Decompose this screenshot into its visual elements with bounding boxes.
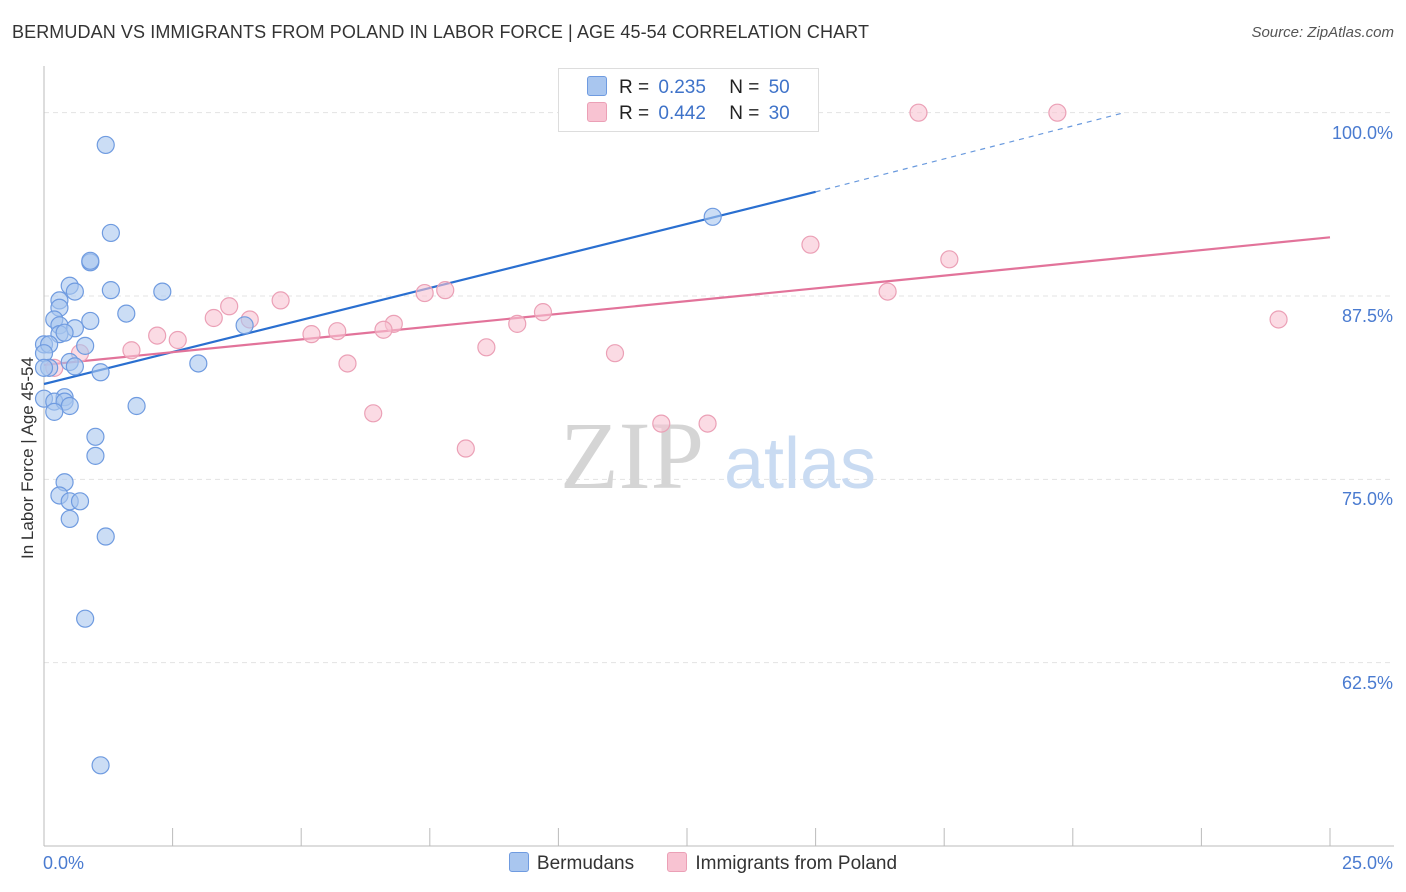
series-bermudans <box>34 135 722 775</box>
axes <box>43 66 1394 847</box>
y-tick-label: 62.5% <box>1341 672 1393 693</box>
trend-lines <box>43 112 1331 386</box>
legend-n-value: 30 <box>768 103 790 124</box>
data-point-bermudans <box>81 311 100 331</box>
data-point-poland <box>940 250 959 269</box>
data-point-poland <box>698 414 717 433</box>
series-legend: Bermudans Immigrants from Poland <box>0 852 1406 875</box>
data-point-poland <box>533 303 553 322</box>
data-point-poland <box>122 341 141 360</box>
data-point-poland <box>328 322 347 341</box>
data-point-bermudans <box>81 251 100 270</box>
data-point-poland <box>1048 103 1067 122</box>
data-point-poland <box>364 404 383 423</box>
data-point-bermudans <box>117 304 136 323</box>
legend-n-value: 50 <box>768 77 790 98</box>
data-point-poland <box>374 320 393 339</box>
data-point-poland <box>605 344 625 363</box>
chart-title: BERMUDAN VS IMMIGRANTS FROM POLAND IN LA… <box>12 22 870 42</box>
legend-n-label: N = <box>729 77 760 98</box>
y-tick-label: 75.0% <box>1341 489 1393 510</box>
legend-row-poland: R = 0.442 N = 30 <box>587 102 790 126</box>
x-tick-max: 25.0% <box>1341 853 1393 873</box>
data-point-bermudans <box>189 354 208 373</box>
watermark: ZIP atlas <box>560 402 876 509</box>
data-point-poland <box>168 330 187 350</box>
watermark-atlas: atlas <box>724 424 876 504</box>
legend-row-bermudans: R = 0.235 N = 50 <box>587 76 790 100</box>
source-label: Source: ZipAtlas.com <box>1251 24 1394 41</box>
data-point-poland <box>456 439 475 458</box>
data-point-bermudans <box>703 207 722 226</box>
legend-r-value: 0.442 <box>658 103 706 124</box>
data-point-bermudans <box>60 396 79 416</box>
data-point-bermudans <box>34 358 54 377</box>
data-point-bermudans <box>91 363 110 382</box>
y-axis-label: In Labor Force | Age 45-54 <box>18 357 37 559</box>
data-point-poland <box>271 291 290 310</box>
legend-item-poland: Immigrants from Poland <box>667 852 897 875</box>
data-point-poland <box>878 282 897 301</box>
legend-r-value: 0.235 <box>658 77 706 98</box>
y-tick-label: 87.5% <box>1341 306 1393 326</box>
data-point-bermudans <box>45 402 64 421</box>
data-point-poland <box>148 326 167 345</box>
trend-line-poland <box>43 236 1331 367</box>
data-point-bermudans <box>101 281 120 300</box>
legend-swatch-pink <box>587 102 607 122</box>
data-point-poland <box>415 283 434 303</box>
data-point-bermudans <box>65 282 84 301</box>
legend-item-bermudans: Bermudans <box>508 852 635 875</box>
data-point-bermudans <box>235 316 254 335</box>
data-point-poland <box>652 414 671 433</box>
data-point-bermudans <box>127 396 146 416</box>
data-point-bermudans <box>86 427 105 446</box>
data-point-poland <box>204 308 223 328</box>
legend-swatch-pink <box>667 852 688 872</box>
data-point-bermudans <box>86 446 105 465</box>
legend-r-label: R = <box>619 77 650 98</box>
data-point-poland <box>909 103 928 122</box>
y-tick-label: 100.0% <box>1331 122 1393 143</box>
legend-label-poland: Immigrants from Poland <box>695 853 898 874</box>
legend-r-label: R = <box>619 103 650 124</box>
data-point-poland <box>1269 310 1288 329</box>
data-point-poland <box>302 325 321 344</box>
data-point-bermudans <box>91 756 110 775</box>
data-point-bermudans <box>55 323 74 342</box>
data-point-bermudans <box>65 357 84 376</box>
legend-swatch-blue <box>587 76 607 96</box>
data-point-poland <box>338 354 357 373</box>
legend-label-bermudans: Bermudans <box>536 853 635 874</box>
legend-n-label: N = <box>729 103 760 124</box>
data-point-bermudans <box>153 282 172 301</box>
data-point-bermudans <box>76 336 95 355</box>
legend-stats: R = 0.235 N = 50 R = 0.442 N = 30 <box>558 68 819 132</box>
watermark-zip: ZIP <box>560 402 704 509</box>
data-point-poland <box>220 297 239 316</box>
data-point-poland <box>508 314 527 333</box>
grid-lines <box>44 112 1390 664</box>
data-point-bermudans <box>76 609 95 628</box>
data-point-bermudans <box>96 527 115 546</box>
data-point-bermudans <box>60 509 79 529</box>
data-point-poland <box>436 281 455 300</box>
legend-swatch-blue <box>508 852 529 872</box>
data-point-poland <box>801 235 820 254</box>
data-point-bermudans <box>101 223 120 243</box>
data-point-poland <box>477 338 496 357</box>
trend-line-bermudans-extension <box>815 112 1125 193</box>
x-tick-min: 0.0% <box>43 853 85 873</box>
data-point-bermudans <box>96 135 115 155</box>
data-point-bermudans <box>70 492 90 511</box>
